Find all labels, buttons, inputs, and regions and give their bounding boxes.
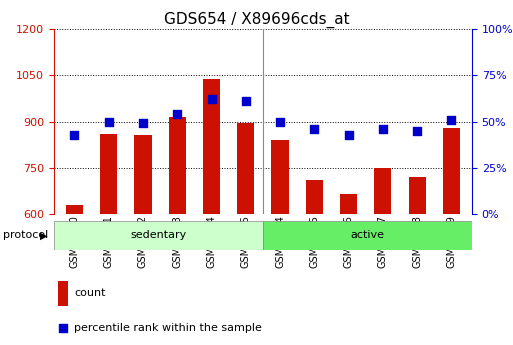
Bar xyxy=(443,128,460,345)
Text: ▶: ▶ xyxy=(40,230,47,240)
Bar xyxy=(306,180,323,345)
Text: protocol: protocol xyxy=(3,230,48,240)
Bar xyxy=(374,168,391,345)
Text: count: count xyxy=(74,288,106,298)
Bar xyxy=(340,194,357,345)
Text: percentile rank within the sample: percentile rank within the sample xyxy=(74,323,262,333)
Point xyxy=(139,121,147,126)
Point xyxy=(60,326,68,331)
Point xyxy=(276,119,284,125)
Bar xyxy=(100,134,117,345)
Text: active: active xyxy=(350,230,384,240)
Point xyxy=(413,128,421,134)
Point xyxy=(70,132,78,137)
Point xyxy=(447,117,456,122)
Bar xyxy=(408,177,426,345)
Bar xyxy=(66,205,83,345)
Point xyxy=(173,111,181,117)
Bar xyxy=(169,117,186,345)
Text: sedentary: sedentary xyxy=(130,230,187,240)
Text: GDS654 / X89696cds_at: GDS654 / X89696cds_at xyxy=(164,12,349,28)
Bar xyxy=(54,221,263,250)
Bar xyxy=(58,281,69,306)
Bar xyxy=(134,136,151,345)
Point xyxy=(310,126,319,132)
Bar xyxy=(263,221,472,250)
Bar xyxy=(203,79,220,345)
Bar xyxy=(271,140,289,345)
Point xyxy=(345,132,353,137)
Bar xyxy=(237,123,254,345)
Point xyxy=(207,97,215,102)
Point xyxy=(242,99,250,104)
Point xyxy=(105,119,113,125)
Point xyxy=(379,126,387,132)
